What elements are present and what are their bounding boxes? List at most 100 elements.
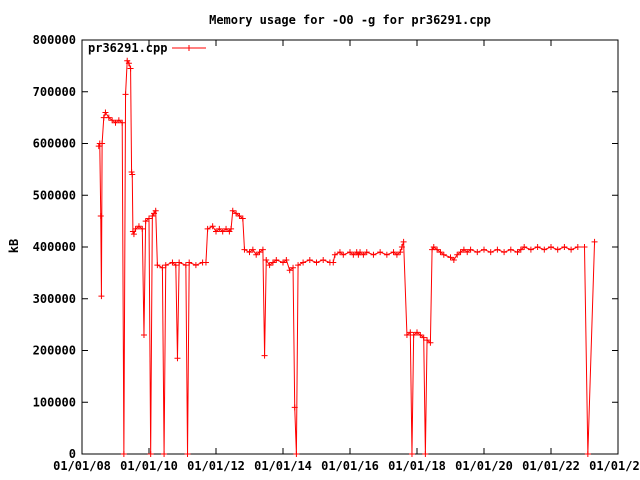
data-point	[266, 262, 273, 269]
data-point	[581, 244, 588, 250]
y-tick-label: 0	[69, 447, 76, 461]
data-point	[414, 329, 420, 336]
data-point	[102, 109, 109, 116]
data-point	[293, 451, 300, 457]
data-point	[169, 259, 176, 266]
data-point	[249, 246, 256, 253]
data-point	[280, 259, 286, 266]
data-point	[554, 246, 561, 253]
y-tick-label: 300000	[33, 292, 76, 306]
data-point	[186, 259, 193, 266]
data-point	[434, 246, 441, 253]
data-point	[420, 334, 427, 341]
data-point	[397, 249, 404, 256]
x-tick-label: 01/01/10	[120, 459, 178, 473]
data-point	[521, 244, 528, 250]
data-point	[172, 262, 179, 269]
data-point	[95, 143, 102, 150]
data-point	[574, 244, 581, 250]
legend: pr36291.cpp	[88, 41, 206, 55]
data-point	[454, 251, 461, 258]
y-tick-label: 100000	[33, 395, 76, 409]
data-point	[233, 210, 240, 217]
data-point	[152, 207, 159, 214]
data-point	[259, 246, 266, 253]
data-point	[300, 259, 307, 266]
data-point	[417, 331, 424, 338]
x-axis: 01/01/08 01/01/10 01/01/12 01/01/14 01/01/16…	[53, 40, 640, 473]
y-tick-label: 500000	[33, 188, 76, 202]
data-point	[313, 259, 320, 266]
data-point	[135, 223, 142, 230]
data-point	[283, 256, 290, 263]
data-point	[363, 249, 370, 256]
data-point	[261, 352, 268, 359]
data-point	[204, 225, 211, 232]
data-point	[209, 223, 216, 230]
data-point	[320, 256, 327, 263]
data-point	[548, 244, 554, 250]
data-point	[100, 114, 107, 121]
data-point	[534, 244, 541, 250]
data-point	[383, 251, 390, 258]
data-point	[430, 244, 437, 250]
data-point	[129, 228, 136, 235]
data-point	[256, 249, 263, 256]
data-point	[340, 251, 347, 258]
data-point	[99, 140, 106, 147]
data-point	[464, 249, 471, 256]
data-point	[239, 215, 246, 222]
data-point	[286, 267, 293, 274]
data-point	[474, 249, 481, 256]
data-point	[393, 251, 400, 258]
data-point	[269, 259, 276, 266]
data-point	[467, 246, 474, 253]
plot-series	[95, 57, 598, 457]
data-point	[229, 207, 236, 214]
x-tick-label: 01/01/08	[53, 459, 111, 473]
y-axis-label: kB	[7, 239, 21, 253]
series-line	[98, 59, 596, 455]
data-point	[331, 251, 338, 258]
legend-marker	[186, 45, 192, 51]
data-point	[507, 246, 514, 253]
data-point	[437, 249, 444, 256]
data-point	[541, 246, 548, 253]
data-point	[460, 246, 467, 253]
data-point	[424, 337, 431, 344]
data-point	[410, 331, 417, 338]
y-axis: 0 100000 200000 300000 400000 500000 600000 700…	[33, 33, 618, 461]
data-point	[161, 451, 168, 457]
data-point	[125, 60, 132, 67]
data-point	[109, 117, 116, 124]
data-point	[184, 451, 191, 457]
x-tick-label: 01/01/16	[321, 459, 379, 473]
y-tick-label: 600000	[33, 137, 76, 151]
data-point	[142, 218, 149, 225]
data-point	[253, 251, 260, 258]
data-point	[561, 244, 568, 250]
data-point	[98, 293, 105, 300]
data-point	[147, 451, 154, 457]
data-point	[447, 254, 454, 261]
data-point	[105, 114, 112, 121]
data-point	[112, 119, 119, 126]
data-point	[457, 249, 464, 256]
data-point	[146, 215, 152, 222]
x-tick-label: 01/01/24	[589, 459, 640, 473]
data-point	[122, 91, 129, 98]
data-point	[336, 249, 343, 256]
data-point	[290, 264, 297, 271]
data-point	[219, 228, 226, 235]
data-point	[132, 225, 139, 232]
data-point	[119, 119, 126, 126]
data-point	[501, 249, 508, 256]
data-point	[97, 212, 104, 219]
data-point	[192, 262, 199, 269]
y-tick-label: 200000	[33, 344, 76, 358]
data-point	[517, 246, 524, 253]
data-point	[162, 262, 169, 269]
data-point	[440, 251, 447, 258]
chart-title: Memory usage for -O0 -g for pr36291.cpp	[209, 13, 491, 27]
